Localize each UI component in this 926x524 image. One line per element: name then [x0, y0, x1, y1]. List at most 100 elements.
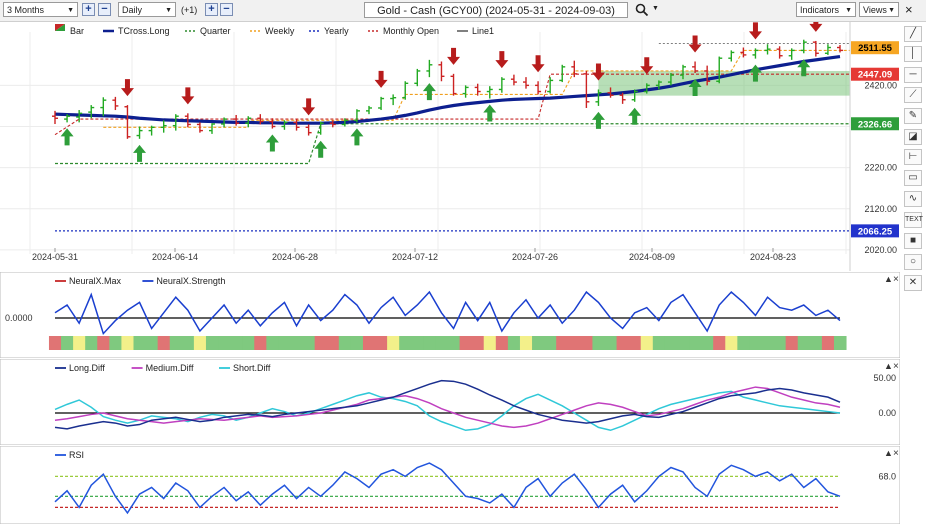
neural-state-cell: [821, 336, 835, 350]
neural-state-cell: [338, 336, 352, 350]
buy-arrow-icon: [628, 107, 642, 125]
legend-label: Quarter: [200, 26, 231, 36]
period-select[interactable]: 3 Months ▼: [3, 2, 78, 17]
views-button[interactable]: Views ▼: [859, 2, 899, 17]
neuralx-panel[interactable]: ▲ × NeuralX.Max NeuralX.Strength 0.0000: [0, 272, 900, 358]
neural-state-cell: [387, 336, 400, 350]
symbol-title-field[interactable]: Gold - Cash (GCY00) (2024-05-31 - 2024-0…: [364, 2, 628, 18]
interval-value: Daily: [122, 5, 143, 15]
sell-arrow-icon: [591, 63, 605, 81]
diff-tick-label: 0.00: [878, 408, 896, 418]
tcross-long-line: [54, 54, 841, 125]
legend-label: RSI: [69, 450, 84, 460]
drawing-toolbar: ╱ │ ─ ⟋ ✎ ◪ ⊢ ▭ ∿ TEXT ■ ○ ✕: [902, 22, 926, 322]
main-legend: Bar TCross.Long Quarter Weekly Yearly Monthly…: [55, 24, 494, 36]
neural-state-cell: [604, 336, 618, 350]
neural-state-cell: [314, 336, 328, 350]
vertical-line-icon[interactable]: │: [904, 46, 922, 62]
buy-arrow-icon: [265, 134, 279, 152]
legend-label: Bar: [70, 26, 84, 36]
long-diff-line: [54, 379, 841, 430]
diff-panel[interactable]: ▲ × Long.Diff Medium.Diff Short.Diff 50.00 0.0…: [0, 359, 900, 445]
neural-state-cell: [109, 336, 122, 350]
neural-state-cell: [628, 336, 642, 350]
sell-arrow-icon: [302, 98, 316, 116]
legend-label: Long.Diff: [69, 363, 105, 373]
neural-state-cell: [193, 336, 207, 350]
neural-state-cell: [568, 336, 581, 350]
legend-label: Short.Diff: [233, 363, 271, 373]
horizontal-line-icon[interactable]: ─: [904, 67, 922, 83]
neural-state-cell: [423, 336, 436, 350]
legend-label: Weekly: [265, 26, 295, 36]
wave-icon[interactable]: ∿: [904, 191, 922, 207]
rsi-panel-frame: [0, 446, 900, 524]
collapse-icon: ▲: [884, 274, 893, 284]
date-tick-label: 2024-08-23: [750, 252, 796, 262]
price-chart[interactable]: 2420.00 2220.00 2120.00 2020.00 2511.55 2447.…: [0, 22, 900, 271]
brush-icon[interactable]: ✎: [904, 108, 922, 124]
legend-label: NeuralX.Max: [69, 276, 122, 286]
close-icon[interactable]: ×: [905, 2, 913, 17]
callout-icon[interactable]: ▭: [904, 170, 922, 186]
delete-icon[interactable]: ✕: [904, 275, 922, 291]
neural-state-cell: [278, 336, 291, 350]
neural-state-cell: [205, 336, 219, 350]
neural-state-cell: [544, 336, 557, 350]
neural-state-cell: [266, 336, 279, 350]
monthly-open-line: [54, 73, 850, 136]
text-tool-icon[interactable]: TEXT: [904, 212, 923, 228]
collapse-icon: ▲: [884, 361, 893, 371]
neural-state-cell: [507, 336, 521, 350]
indicators-button[interactable]: Indicators ▼: [796, 2, 856, 17]
circle-icon[interactable]: ○: [904, 254, 922, 270]
shapes-icon[interactable]: ◪: [904, 129, 922, 145]
zoom-range-icon[interactable]: ⊢: [904, 149, 922, 165]
sell-arrow-icon: [748, 22, 762, 40]
sell-arrow-icon: [640, 57, 654, 75]
compare-minus-button[interactable]: −: [220, 3, 233, 16]
neural-tick-label: 0.0000: [5, 313, 33, 323]
date-axis: 2024-05-31 2024-06-14 2024-06-28 2024-07-12…: [32, 248, 796, 262]
zoom-in-button[interactable]: +: [82, 3, 95, 16]
zoom-out-button[interactable]: −: [98, 3, 111, 16]
neural-state-cell: [713, 336, 726, 350]
search-dropdown-icon[interactable]: ▼: [652, 5, 659, 12]
price-tick-label: 2120.00: [864, 204, 897, 214]
medium-diff-line: [54, 386, 841, 429]
close-icon: ×: [893, 361, 899, 372]
search-icon[interactable]: [635, 3, 649, 17]
diff-panel-frame: [0, 359, 900, 445]
rsi-panel[interactable]: ▲ × RSI 68.0: [0, 446, 900, 524]
fib-icon[interactable]: ⟋: [904, 87, 922, 103]
neural-state-cell: [689, 336, 702, 350]
price-overlays: [54, 43, 850, 232]
rectangle-icon[interactable]: ■: [904, 233, 922, 249]
price-level-label: 2066.25: [858, 226, 893, 237]
price-axis: 2420.00 2220.00 2120.00 2020.00 2511.55 2447.…: [849, 22, 899, 271]
neural-state-cell: [725, 336, 738, 350]
price-tick-label: 2020.00: [864, 245, 897, 255]
views-label: Views: [863, 5, 887, 15]
legend-label: Medium.Diff: [146, 363, 194, 373]
neural-state-cell: [459, 336, 473, 350]
weekly-line: [103, 49, 850, 128]
date-tick-label: 2024-07-12: [392, 252, 438, 262]
rsi-line: [54, 462, 841, 515]
compare-plus-button[interactable]: +: [205, 3, 218, 16]
neural-state-cell: [785, 336, 799, 350]
neural-state-cell: [302, 336, 316, 350]
line-tool-icon[interactable]: ╱: [904, 26, 922, 42]
neural-state-cell: [133, 336, 147, 350]
neural-state-cell: [350, 336, 364, 350]
legend-label: Yearly: [324, 26, 349, 36]
price-level-badge: [851, 67, 899, 81]
price-level-label: 2511.55: [858, 43, 893, 54]
neural-state-cell: [616, 336, 630, 350]
price-bars: [52, 39, 843, 139]
price-level-badge: [851, 117, 899, 131]
buy-arrow-icon: [314, 140, 328, 158]
interval-select[interactable]: Daily ▼: [118, 2, 176, 17]
date-tick-label: 2024-06-14: [152, 252, 198, 262]
neural-state-cell: [97, 336, 110, 350]
